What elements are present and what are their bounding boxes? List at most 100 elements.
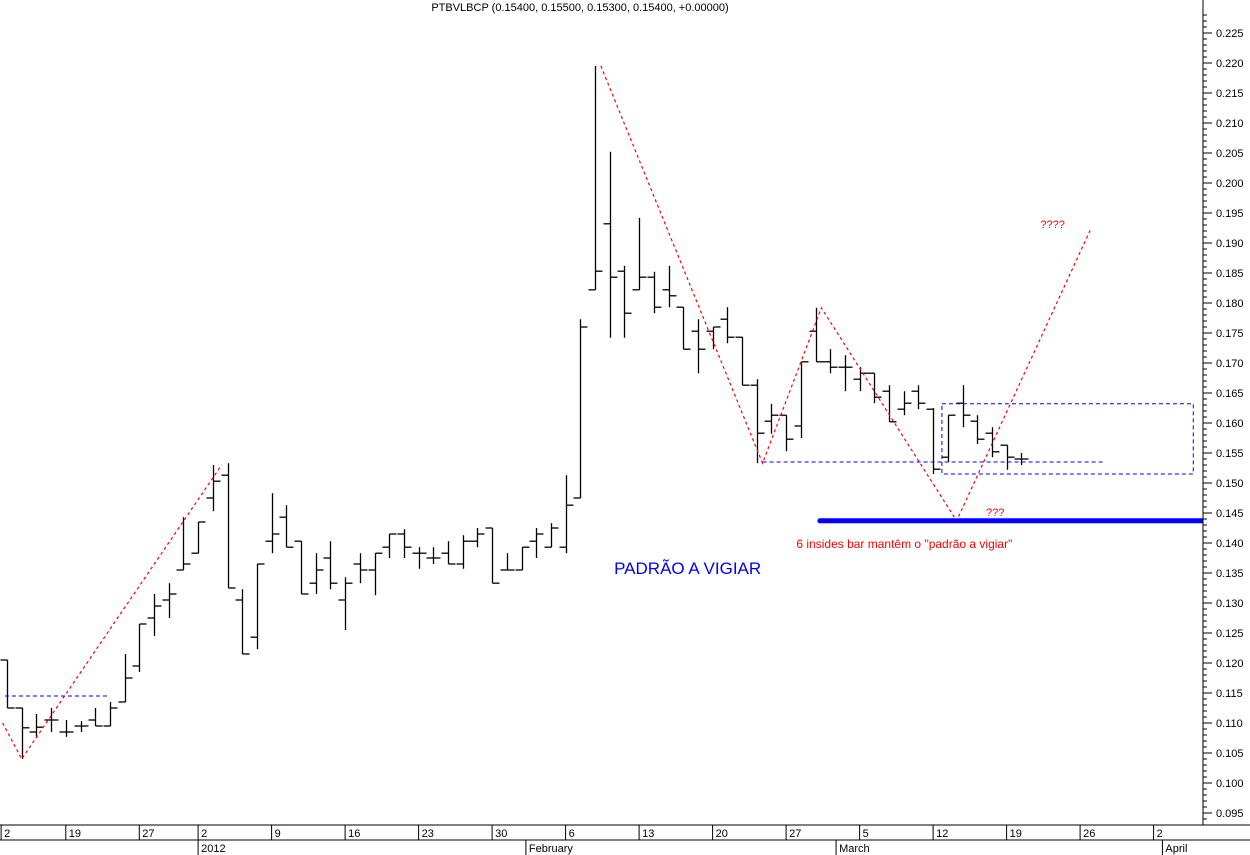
x-day-label: 5	[863, 828, 869, 840]
ohlc-bar	[265, 493, 280, 554]
y-tick-label: 0.155	[1216, 448, 1244, 460]
ohlc-bar	[647, 271, 662, 314]
y-tick-label: 0.145	[1216, 508, 1244, 520]
x-day-label: 16	[348, 828, 360, 840]
y-tick-label: 0.105	[1216, 748, 1244, 760]
y-tick-label: 0.170	[1216, 358, 1244, 370]
x-day-label: 19	[1010, 828, 1022, 840]
ohlc-bar	[941, 414, 956, 462]
ohlc-bar	[191, 521, 206, 554]
y-tick-label: 0.220	[1216, 58, 1244, 70]
x-day-label: 12	[936, 828, 948, 840]
red-zigzag-projection	[600, 65, 1091, 523]
y-tick-label: 0.185	[1216, 268, 1244, 280]
ohlc-bar	[529, 528, 544, 558]
x-day-label: 27	[789, 828, 801, 840]
x-day-label: 13	[642, 828, 654, 840]
ohlc-bar	[221, 463, 236, 589]
ohlc-bar	[985, 427, 1000, 458]
ohlc-bar	[500, 553, 515, 571]
y-tick-label: 0.200	[1216, 178, 1244, 190]
ohlc-bar	[559, 475, 574, 554]
ohlc-bar	[882, 385, 897, 423]
y-tick-label: 0.205	[1216, 148, 1244, 160]
ohlc-bar	[29, 714, 44, 737]
ohlc-bar	[74, 721, 89, 732]
x-day-label: 23	[422, 828, 434, 840]
annotation-label: PADRÃO A VIGIAR	[614, 559, 761, 578]
y-tick-label: 0.110	[1216, 718, 1243, 730]
ohlc-bar	[470, 528, 485, 548]
y-tick-label: 0.160	[1216, 418, 1244, 430]
ohlc-bar	[911, 385, 926, 410]
plot-area: ??????? 6 insides bar mantêm o "padrão a …	[0, 65, 1203, 761]
x-day-label: 27	[142, 828, 154, 840]
ohlc-bar	[794, 361, 809, 438]
x-month-label: April	[1165, 843, 1187, 855]
ohlc-bar	[897, 391, 912, 416]
ohlc-bar	[0, 659, 15, 709]
ohlc-bar	[1000, 444, 1015, 470]
annotation-label: ???	[986, 507, 1004, 519]
ohlc-bar	[544, 523, 559, 548]
x-day-label: 2	[201, 828, 207, 840]
ohlc-bar	[573, 319, 588, 499]
ohlc-bar	[853, 367, 868, 392]
y-tick-label: 0.175	[1216, 328, 1244, 340]
x-day-label: 20	[716, 828, 728, 840]
ohlc-bar	[838, 355, 853, 392]
x-day-label: 30	[495, 828, 507, 840]
ohlc-bar	[250, 563, 265, 650]
y-tick-label: 0.125	[1216, 628, 1244, 640]
ohlc-bar	[867, 372, 882, 404]
ohlc-bar	[926, 408, 941, 474]
ohlc-bar	[676, 306, 691, 350]
ohlc-bar	[515, 546, 530, 571]
y-tick-label: 0.130	[1216, 598, 1244, 610]
ohlc-bar	[103, 702, 118, 727]
y-tick-label: 0.115	[1216, 688, 1243, 700]
ohlc-bar	[970, 415, 985, 444]
annotation-label: 6 insides bar mantêm o "padrão a vigiar"	[796, 537, 1012, 551]
ohlc-bar	[706, 326, 721, 350]
ohlc-bar	[132, 623, 147, 672]
ohlc-bar	[441, 541, 456, 565]
ohlc-bar	[456, 535, 471, 569]
ohlc-bar	[485, 527, 500, 584]
ohlc-bar	[44, 708, 59, 732]
ohlc-bar	[823, 349, 838, 374]
ohlc-bar	[779, 414, 794, 452]
x-day-label: 6	[569, 828, 575, 840]
ohlc-bar	[323, 541, 338, 590]
ohlc-bar	[617, 265, 632, 338]
ohlc-bar	[309, 553, 324, 594]
chart-title: PTBVLBCP (0.15400, 0.15500, 0.15300, 0.1…	[431, 2, 729, 14]
y-tick-label: 0.135	[1216, 568, 1244, 580]
ohlc-bar	[353, 553, 368, 584]
ohlc-bar	[338, 577, 353, 630]
ohlc-bar	[176, 517, 191, 571]
x-day-label: 26	[1083, 828, 1095, 840]
y-tick-label: 0.150	[1216, 478, 1244, 490]
ohlc-bar	[588, 66, 603, 291]
ohlc-bar	[59, 720, 74, 737]
y-tick-label: 0.210	[1216, 118, 1244, 130]
ohlc-bar	[603, 151, 618, 338]
ohlc-bar	[294, 540, 309, 595]
ohlc-bar	[118, 654, 133, 703]
ohlc-bar	[750, 379, 765, 464]
y-tick-label: 0.180	[1216, 298, 1244, 310]
y-tick-label: 0.190	[1216, 238, 1244, 250]
x-day-label: 2	[4, 828, 10, 840]
ohlc-bar	[382, 533, 397, 558]
ohlc-bar	[88, 708, 103, 727]
ohlc-bar	[206, 465, 221, 512]
ohlc-bar	[632, 217, 647, 291]
y-tick-label: 0.100	[1216, 778, 1244, 790]
x-day-label: 19	[69, 828, 81, 840]
ohlc-bar	[162, 583, 177, 618]
ohlc-bar	[956, 385, 971, 428]
x-month-label: 2012	[201, 843, 225, 855]
ohlc-bar	[412, 547, 427, 569]
